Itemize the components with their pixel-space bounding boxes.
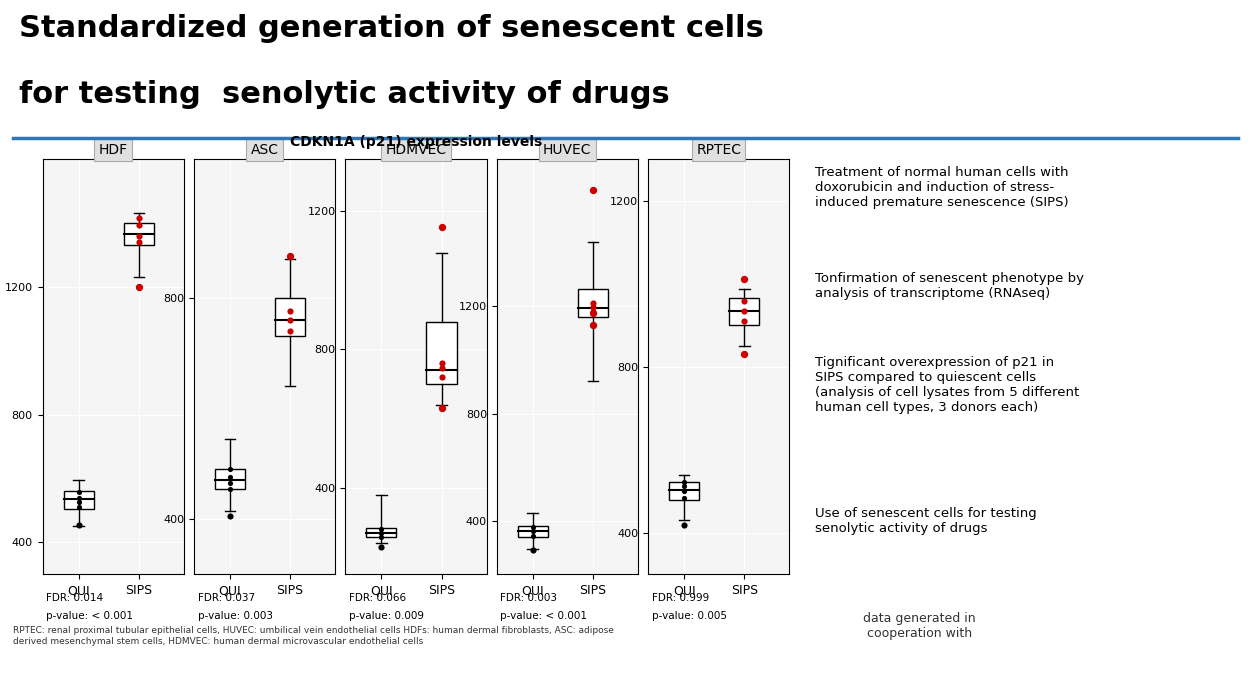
Text: Treatment of normal human cells with
doxorubicin and induction of stress-
induce: Treatment of normal human cells with dox… [816, 165, 1070, 208]
Point [432, 358, 452, 369]
Text: p-value: 0.009: p-value: 0.009 [349, 611, 424, 621]
Point [372, 541, 392, 552]
Bar [124, 223, 154, 246]
Text: p-value: 0.003: p-value: 0.003 [198, 611, 273, 621]
Point [523, 530, 543, 541]
Point [674, 486, 694, 497]
Text: FDR: 0.003: FDR: 0.003 [500, 593, 558, 603]
Text: p-value: < 0.001: p-value: < 0.001 [46, 611, 134, 621]
Point [432, 221, 452, 232]
Point [129, 219, 149, 230]
Point [69, 492, 89, 503]
Point [523, 525, 543, 536]
Point [734, 316, 754, 327]
Point [583, 302, 603, 313]
Point [432, 372, 452, 383]
Point [220, 483, 240, 494]
Point [69, 519, 89, 530]
Point [220, 477, 240, 489]
Point [734, 349, 754, 360]
Point [432, 403, 452, 414]
Point [280, 325, 300, 336]
Point [734, 305, 754, 316]
Point [583, 308, 603, 319]
Text: for testing  senolytic activity of drugs: for testing senolytic activity of drugs [19, 80, 669, 109]
Text: Standardized generation of senescent cells: Standardized generation of senescent cel… [19, 14, 763, 43]
Point [583, 298, 603, 309]
Title: HUVEC: HUVEC [543, 143, 592, 156]
Point [372, 527, 392, 538]
Point [734, 273, 754, 284]
Text: FDR: 0.037: FDR: 0.037 [198, 593, 255, 603]
Point [372, 524, 392, 535]
Point [129, 212, 149, 224]
Point [129, 230, 149, 242]
Point [220, 472, 240, 483]
Point [432, 363, 452, 374]
Text: CDKN1A (p21) expression levels: CDKN1A (p21) expression levels [290, 135, 542, 149]
Point [69, 502, 89, 513]
Text: Tignificant overexpression of p21 in
SIPS compared to quiescent cells
(analysis : Tignificant overexpression of p21 in SIP… [816, 356, 1080, 414]
Point [69, 486, 89, 498]
Bar [367, 527, 397, 537]
Point [523, 521, 543, 532]
Point [523, 545, 543, 556]
Text: Use of senescent cells for testing
senolytic activity of drugs: Use of senescent cells for testing senol… [816, 507, 1037, 534]
Point [280, 251, 300, 262]
Title: HDF: HDF [99, 143, 128, 156]
Point [69, 497, 89, 508]
Bar [578, 289, 608, 317]
Text: RPTEC: renal proximal tubular epithelial cells, HUVEC: umbilical vein endothelia: RPTEC: renal proximal tubular epithelial… [13, 626, 613, 646]
Title: ASC: ASC [250, 143, 279, 156]
Point [129, 282, 149, 293]
Point [372, 531, 392, 543]
Bar [215, 469, 245, 489]
Point [674, 481, 694, 492]
Text: p-value: 0.005: p-value: 0.005 [652, 611, 727, 621]
Point [583, 320, 603, 331]
Bar [518, 526, 548, 537]
Text: FDR: 0.999: FDR: 0.999 [652, 593, 709, 603]
Point [220, 464, 240, 475]
Point [674, 493, 694, 504]
Point [129, 237, 149, 248]
Bar [729, 298, 759, 325]
Text: FDR: 0.066: FDR: 0.066 [349, 593, 407, 603]
Text: Tonfirmation of senescent phenotype by
analysis of transcriptome (RNAseq): Tonfirmation of senescent phenotype by a… [816, 272, 1085, 300]
Text: p-value: < 0.001: p-value: < 0.001 [500, 611, 588, 621]
Point [280, 314, 300, 325]
Title: RPTEC: RPTEC [697, 143, 741, 156]
Point [674, 519, 694, 530]
Point [583, 185, 603, 196]
Point [734, 295, 754, 307]
Text: FDR: 0.014: FDR: 0.014 [46, 593, 104, 603]
Bar [64, 491, 94, 509]
Point [674, 477, 694, 488]
Bar [427, 322, 457, 384]
Point [280, 306, 300, 317]
Point [220, 511, 240, 522]
Title: HDMVEC: HDMVEC [385, 143, 447, 156]
Point [583, 307, 603, 318]
Text: data generated in
cooperation with: data generated in cooperation with [863, 612, 976, 640]
Bar [669, 482, 699, 500]
Bar [275, 298, 305, 336]
